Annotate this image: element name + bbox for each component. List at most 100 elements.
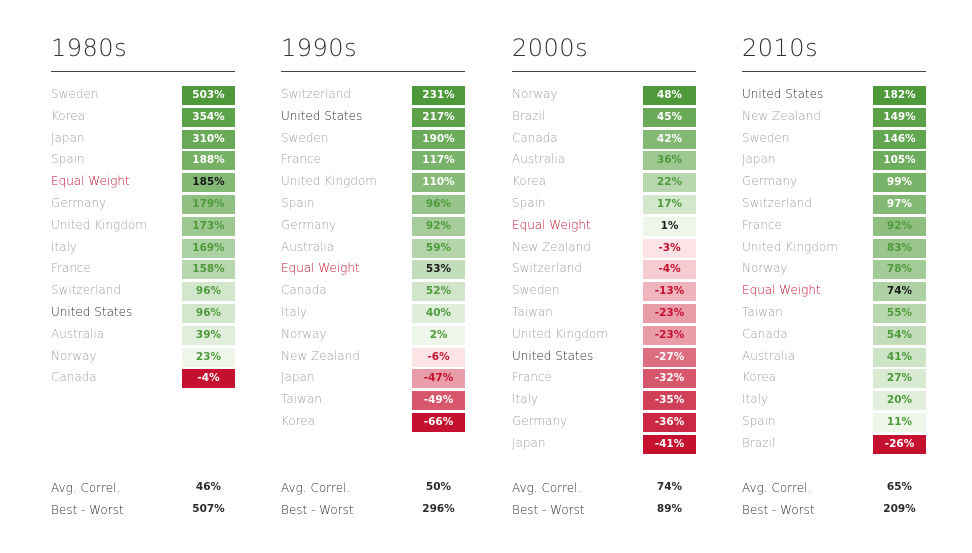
country-label: United Kingdom bbox=[51, 217, 147, 232]
table-row: United States 182% bbox=[742, 85, 928, 107]
table-row: Australia 41% bbox=[742, 347, 928, 369]
table-row: France 117% bbox=[281, 150, 467, 172]
return-value-cell: 1% bbox=[643, 216, 696, 236]
table-row: United Kingdom -23% bbox=[512, 325, 698, 347]
best-worst-value: 209% bbox=[883, 503, 916, 515]
table-row: Australia 36% bbox=[512, 150, 698, 172]
return-value-cell: 45% bbox=[643, 107, 696, 127]
return-value-cell: 310% bbox=[182, 129, 235, 149]
table-row: Japan -41% bbox=[512, 434, 698, 456]
table-row: Canada 52% bbox=[281, 281, 467, 303]
country-label: Australia bbox=[281, 239, 335, 254]
table-row: Norway 23% bbox=[51, 347, 237, 369]
return-value-cell: 23% bbox=[182, 347, 235, 367]
return-value-cell: 83% bbox=[873, 238, 926, 258]
country-label: United Kingdom bbox=[512, 326, 608, 341]
table-row: Italy 169% bbox=[51, 238, 237, 260]
table-row: France -32% bbox=[512, 368, 698, 390]
country-label: Taiwan bbox=[281, 392, 322, 407]
decade-panel-2000s: 2000s Norway 48% Brazil 45% Canada 42% Austral… bbox=[512, 0, 698, 553]
table-row: Sweden 146% bbox=[742, 129, 928, 151]
country-label: Italy bbox=[51, 239, 78, 254]
country-label: France bbox=[51, 261, 91, 276]
decade-panel-1990s: 1990s Switzerland 231% United States 217% Sw… bbox=[281, 0, 467, 553]
best-worst-value: 89% bbox=[656, 503, 683, 515]
table-row: Australia 39% bbox=[51, 325, 237, 347]
return-value-cell: 92% bbox=[412, 216, 465, 236]
return-value-cell: 54% bbox=[873, 325, 926, 345]
table-row: United States 217% bbox=[281, 107, 467, 129]
return-value-cell: 20% bbox=[873, 391, 926, 411]
return-value-cell: 149% bbox=[873, 107, 926, 127]
best-worst-row: Best - Worst 89% bbox=[512, 503, 698, 521]
return-value-cell: 503% bbox=[182, 86, 235, 105]
table-row: Japan 310% bbox=[51, 129, 237, 151]
table-row: New Zealand 149% bbox=[742, 107, 928, 129]
country-label: Sweden bbox=[51, 87, 99, 101]
return-value-cell: 179% bbox=[182, 194, 235, 214]
country-label: Italy bbox=[742, 392, 769, 407]
country-label: New Zealand bbox=[512, 239, 591, 254]
country-label: Spain bbox=[742, 413, 776, 428]
country-label: Japan bbox=[512, 435, 546, 450]
return-value-cell: -35% bbox=[643, 391, 696, 411]
title-divider bbox=[512, 71, 696, 72]
table-row: Equal Weight 185% bbox=[51, 172, 237, 194]
country-label: Switzerland bbox=[512, 261, 582, 276]
table-row: Spain 11% bbox=[742, 412, 928, 434]
best-worst-label: Best - Worst bbox=[51, 503, 124, 517]
country-label: Switzerland bbox=[742, 195, 812, 210]
table-row: Switzerland 97% bbox=[742, 194, 928, 216]
return-value-cell: 48% bbox=[643, 86, 696, 105]
decade-title: 1990s bbox=[281, 34, 358, 62]
avg-correl-label: Avg. Correl. bbox=[281, 481, 351, 495]
avg-correl-row: Avg. Correl. 74% bbox=[512, 481, 698, 499]
return-value-cell: -3% bbox=[643, 238, 696, 258]
table-row: Germany 179% bbox=[51, 194, 237, 216]
return-value-cell: -47% bbox=[412, 369, 465, 389]
country-label: Spain bbox=[51, 152, 85, 167]
returns-table: Switzerland 231% United States 217% Sweden 19… bbox=[281, 85, 467, 434]
table-row: Italy -35% bbox=[512, 390, 698, 412]
return-value-cell: -49% bbox=[412, 391, 465, 411]
best-worst-row: Best - Worst 296% bbox=[281, 503, 467, 521]
return-value-cell: 17% bbox=[643, 194, 696, 214]
country-label: United States bbox=[281, 108, 363, 123]
best-worst-label: Best - Worst bbox=[281, 503, 354, 517]
return-value-cell: 27% bbox=[873, 369, 926, 389]
country-label: Sweden bbox=[512, 283, 560, 298]
best-worst-label: Best - Worst bbox=[512, 503, 585, 517]
return-value-cell: 2% bbox=[412, 325, 465, 345]
table-row: Canada 54% bbox=[742, 325, 928, 347]
country-label: Taiwan bbox=[742, 304, 783, 319]
best-worst-row: Best - Worst 507% bbox=[51, 503, 237, 521]
avg-correl-value: 74% bbox=[656, 481, 683, 493]
country-label: France bbox=[281, 152, 321, 167]
equal-weight-label: Equal Weight bbox=[51, 174, 130, 189]
country-label: Italy bbox=[512, 392, 539, 407]
table-row: Sweden -13% bbox=[512, 281, 698, 303]
table-row: France 158% bbox=[51, 259, 237, 281]
country-label: Japan bbox=[742, 152, 776, 167]
table-row: Equal Weight 74% bbox=[742, 281, 928, 303]
avg-correl-value: 50% bbox=[425, 481, 452, 493]
return-value-cell: -36% bbox=[643, 412, 696, 432]
table-row: Switzerland 231% bbox=[281, 85, 467, 107]
return-value-cell: -32% bbox=[643, 369, 696, 389]
table-row: Germany -36% bbox=[512, 412, 698, 434]
return-value-cell: 52% bbox=[412, 282, 465, 302]
country-label: Germany bbox=[281, 217, 337, 232]
country-label: Australia bbox=[51, 326, 105, 341]
country-label: New Zealand bbox=[281, 348, 360, 363]
return-value-cell: -27% bbox=[643, 347, 696, 367]
country-label: Canada bbox=[51, 370, 97, 385]
country-label: Italy bbox=[281, 304, 308, 319]
equal-weight-label: Equal Weight bbox=[742, 283, 821, 298]
title-divider bbox=[281, 71, 465, 72]
return-value-cell: 354% bbox=[182, 107, 235, 127]
avg-correl-label: Avg. Correl. bbox=[51, 481, 121, 495]
country-label: Japan bbox=[281, 370, 315, 385]
table-row: Korea -66% bbox=[281, 412, 467, 434]
country-label: Canada bbox=[742, 326, 788, 341]
avg-correl-label: Avg. Correl. bbox=[742, 481, 812, 495]
